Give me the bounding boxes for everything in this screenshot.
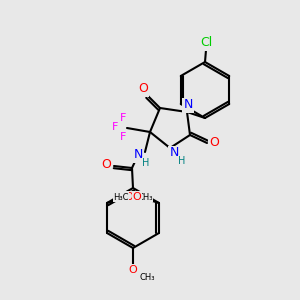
Text: F: F — [120, 132, 126, 142]
Text: O: O — [101, 158, 111, 172]
Text: O: O — [129, 265, 137, 275]
Text: O: O — [133, 192, 141, 202]
Text: N: N — [133, 148, 143, 161]
Text: O: O — [138, 82, 148, 95]
Text: H: H — [178, 156, 186, 166]
Text: F: F — [112, 122, 118, 132]
Text: F: F — [120, 113, 126, 123]
Text: CH₃: CH₃ — [139, 274, 154, 283]
Text: H₃C: H₃C — [113, 193, 129, 202]
Text: H: H — [142, 158, 150, 168]
Text: Cl: Cl — [200, 37, 212, 50]
Text: N: N — [183, 98, 193, 112]
Text: O: O — [124, 192, 134, 202]
Text: O: O — [209, 136, 219, 149]
Text: N: N — [169, 146, 179, 160]
Text: CH₃: CH₃ — [137, 193, 152, 202]
